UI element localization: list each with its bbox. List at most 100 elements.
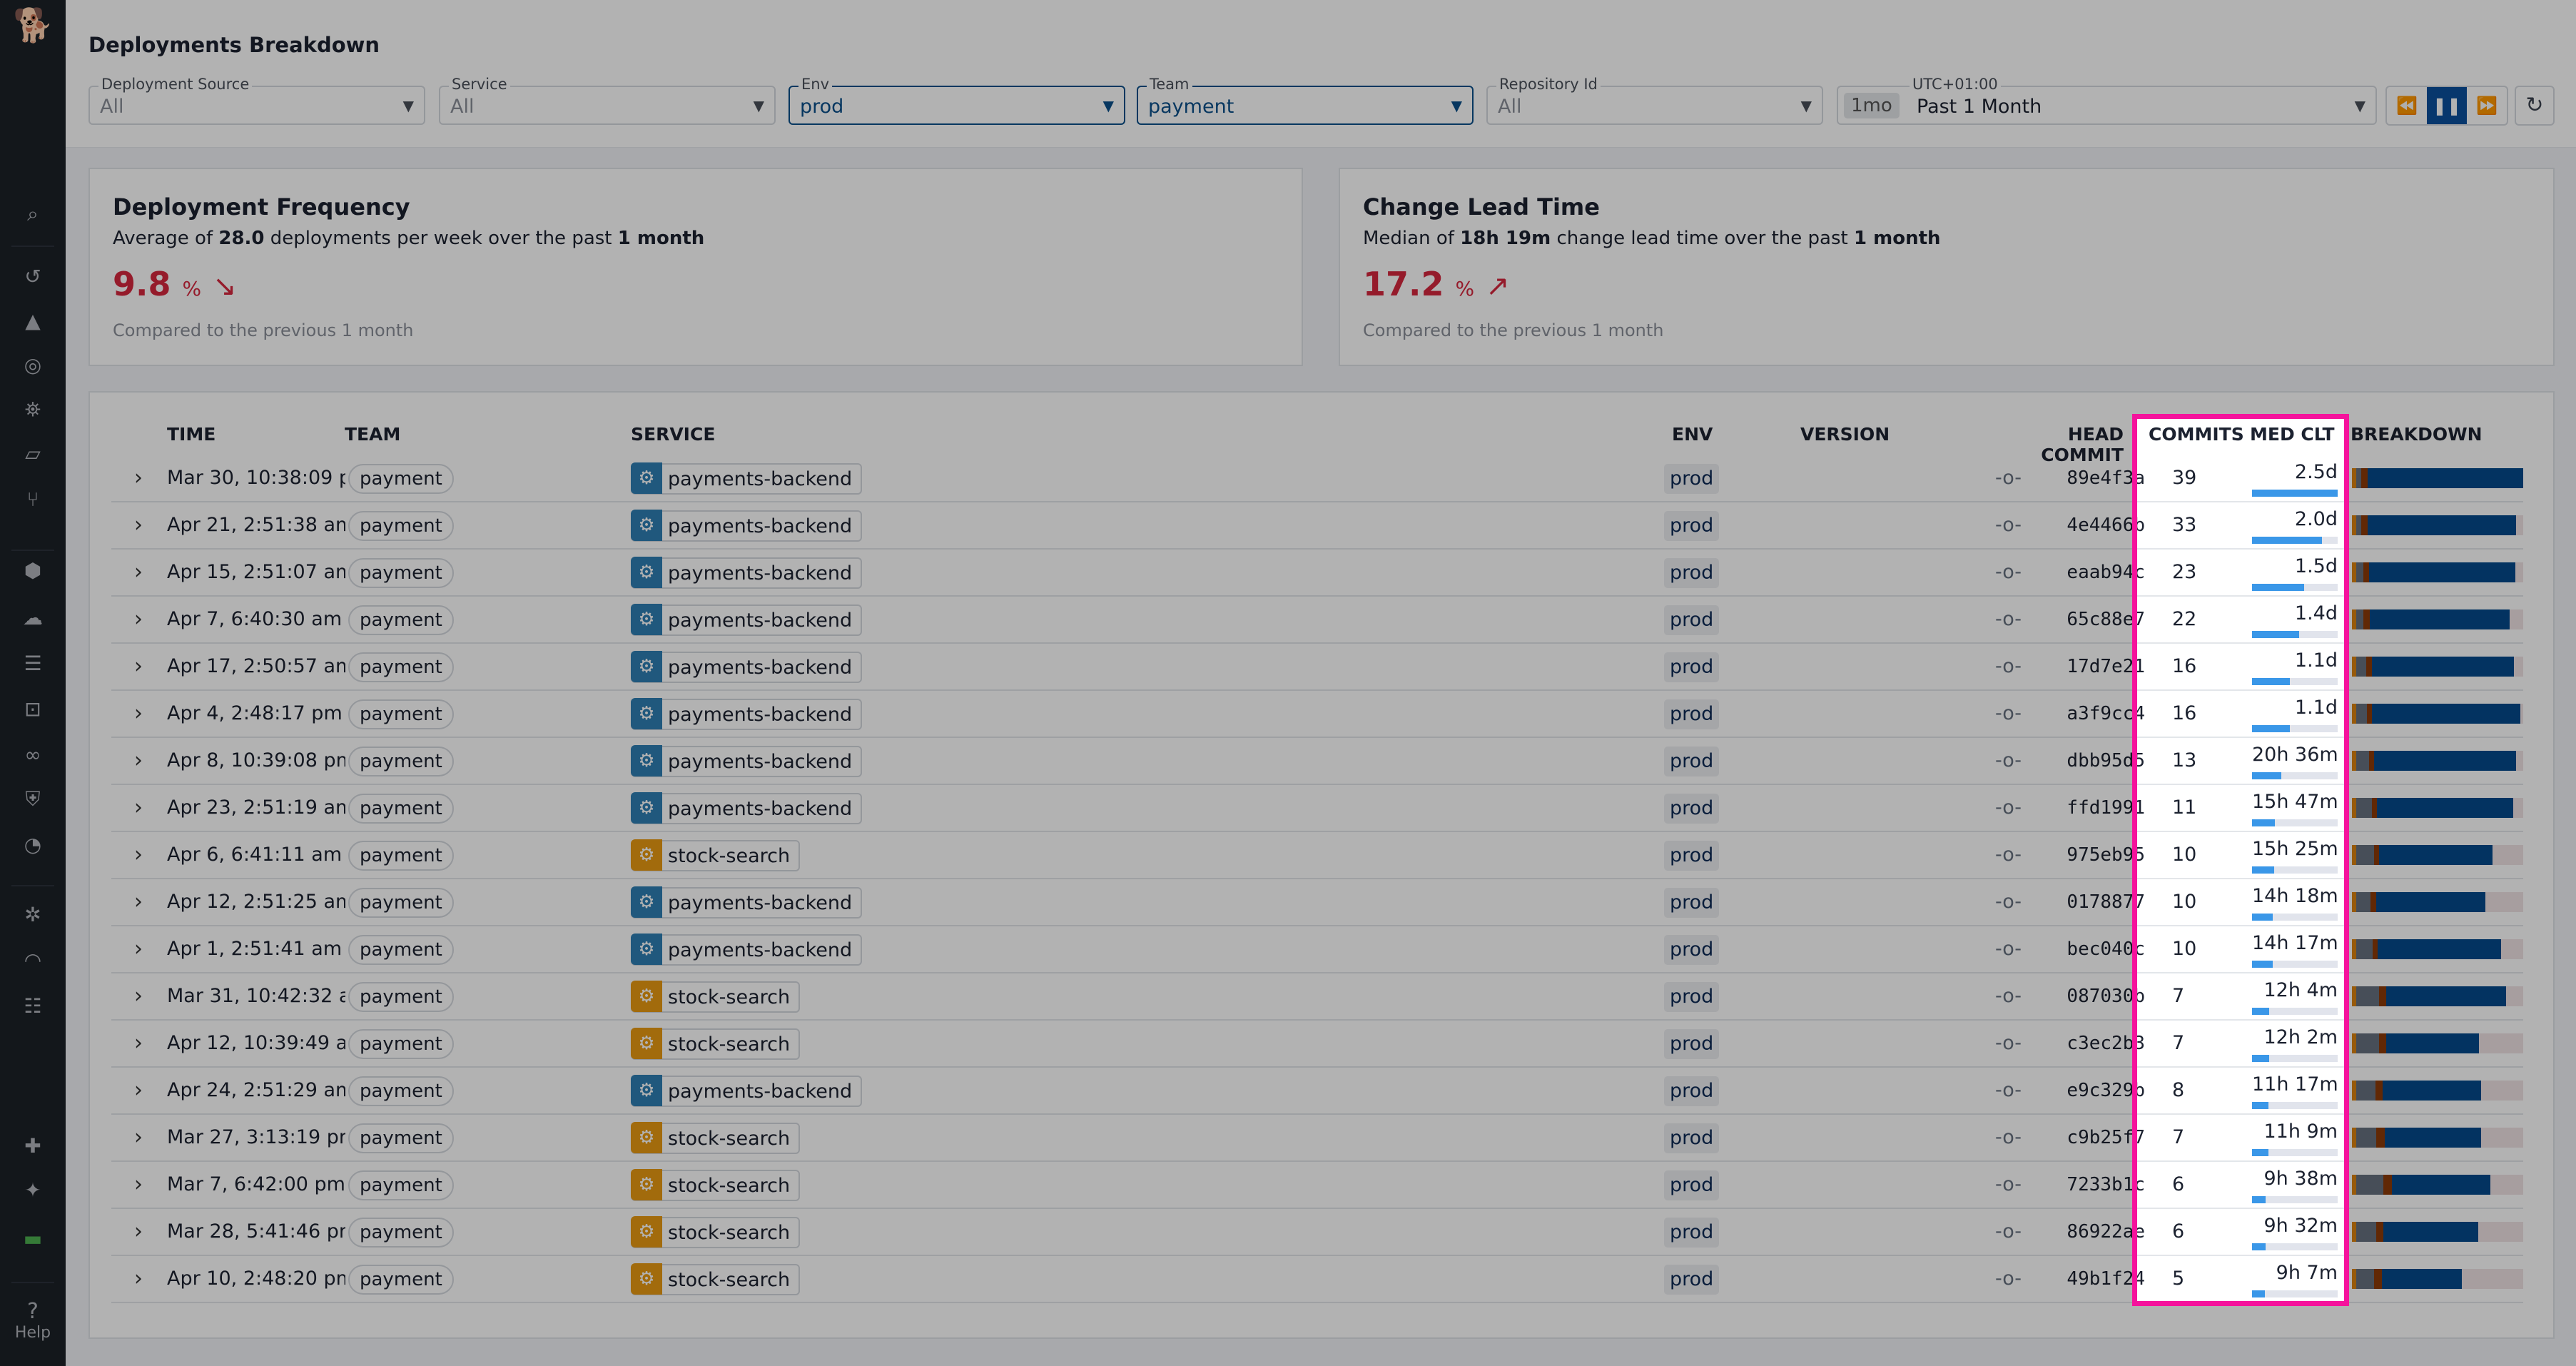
time-range-picker[interactable]: UTC+01:00 1mo Past 1 Month ▼	[1837, 76, 2377, 125]
rum-icon[interactable]: ◔	[24, 833, 42, 856]
service-tag[interactable]: ⚙ payments-backend	[631, 510, 863, 542]
bug-icon[interactable]: ✲	[24, 903, 41, 926]
service-tag[interactable]: ⚙ payments-backend	[631, 651, 863, 683]
expand-row-chevron-icon[interactable]: ›	[134, 1125, 143, 1150]
table-row[interactable]: › Apr 12, 2:51:25 am payment ⚙ payments-b…	[111, 879, 2523, 926]
workflows-icon[interactable]: ⑂	[26, 487, 39, 511]
team-pill[interactable]: payment	[348, 1170, 454, 1200]
pause-icon[interactable]: ❚❚	[2427, 87, 2467, 124]
col-header-breakdown[interactable]: BREAKDOWN	[2351, 424, 2483, 445]
head-commit-link[interactable]: c3ec2b3	[2067, 1033, 2145, 1054]
service-tag[interactable]: ⚙ stock-search	[631, 981, 801, 1013]
table-row[interactable]: › Apr 23, 2:51:19 am payment ⚙ payments-b…	[111, 785, 2523, 832]
head-commit-link[interactable]: 49b1f24	[2067, 1268, 2145, 1290]
head-commit-link[interactable]: 17d7e21	[2067, 656, 2145, 677]
head-commit-link[interactable]: 4e4466b	[2067, 515, 2145, 536]
expand-row-chevron-icon[interactable]: ›	[134, 889, 143, 914]
expand-row-chevron-icon[interactable]: ›	[134, 560, 143, 585]
apm-icon[interactable]: ⊡	[24, 697, 41, 721]
team-pill[interactable]: payment	[348, 1265, 454, 1295]
table-row[interactable]: › Apr 8, 10:39:08 pm payment ⚙ payments-b…	[111, 738, 2523, 785]
table-row[interactable]: › Mar 7, 6:42:00 pm payment ⚙ stock-searc…	[111, 1162, 2523, 1209]
head-commit-link[interactable]: c9b25f7	[2067, 1127, 2145, 1148]
table-row[interactable]: › Apr 10, 2:48:20 pm payment ⚙ stock-sear…	[111, 1256, 2523, 1303]
expand-row-chevron-icon[interactable]: ›	[134, 1219, 143, 1244]
table-row[interactable]: › Mar 28, 5:41:46 pm payment ⚙ stock-sear…	[111, 1209, 2523, 1256]
expand-row-chevron-icon[interactable]: ›	[134, 748, 143, 773]
head-commit-link[interactable]: 087030b	[2067, 986, 2145, 1007]
service-tag[interactable]: ⚙ payments-backend	[631, 792, 863, 824]
team-pill[interactable]: payment	[348, 1076, 454, 1106]
team-pill[interactable]: payment	[348, 605, 454, 635]
expand-row-chevron-icon[interactable]: ›	[134, 1078, 143, 1103]
service-tag[interactable]: ⚙ payments-backend	[631, 698, 863, 730]
col-header-version[interactable]: VERSION	[1800, 424, 1890, 445]
service-tag[interactable]: ⚙ payments-backend	[631, 1075, 863, 1107]
service-tag[interactable]: ⚙ payments-backend	[631, 557, 863, 589]
dashboards-icon[interactable]: ▲	[25, 309, 41, 333]
monitors-icon[interactable]: ◎	[24, 353, 42, 377]
table-row[interactable]: › Apr 17, 2:50:57 am payment ⚙ payments-b…	[111, 644, 2523, 691]
head-commit-link[interactable]: a3f9cc4	[2067, 703, 2145, 724]
team-pill[interactable]: payment	[348, 511, 454, 541]
service-tag[interactable]: ⚙ payments-backend	[631, 604, 863, 636]
col-header-head-commit[interactable]: HEAD COMMIT	[2041, 424, 2124, 465]
filter-team[interactable]: Team payment ▼	[1137, 76, 1474, 125]
table-row[interactable]: › Apr 24, 2:51:29 am payment ⚙ payments-b…	[111, 1068, 2523, 1115]
security-icon[interactable]: ⛨	[25, 787, 41, 811]
col-header-time[interactable]: TIME	[167, 424, 216, 445]
team-pill[interactable]: payment	[348, 982, 454, 1012]
filter-repository-id[interactable]: Repository Id All ▼	[1486, 76, 1823, 125]
team-pill[interactable]: payment	[348, 1218, 454, 1248]
head-commit-link[interactable]: 89e4f3a	[2067, 467, 2145, 489]
service-tag[interactable]: ⚙ stock-search	[631, 1216, 801, 1248]
col-header-team[interactable]: TEAM	[345, 424, 401, 445]
team-pill[interactable]: payment	[348, 464, 454, 494]
head-commit-link[interactable]: dbb95d5	[2067, 750, 2145, 771]
binoculars-icon[interactable]: ⛯	[24, 398, 41, 421]
table-row[interactable]: › Mar 27, 3:13:19 pm payment ⚙ stock-sear…	[111, 1115, 2523, 1162]
refresh-icon[interactable]: ↻	[2515, 86, 2555, 126]
head-commit-link[interactable]: 7233b1c	[2067, 1174, 2145, 1195]
expand-row-chevron-icon[interactable]: ›	[134, 512, 143, 537]
service-tag[interactable]: ⚙ stock-search	[631, 1169, 801, 1201]
col-header-env[interactable]: ENV	[1672, 424, 1713, 445]
performance-icon[interactable]: ◠	[24, 948, 42, 972]
table-row[interactable]: › Apr 1, 2:51:41 am payment ⚙ payments-ba…	[111, 926, 2523, 973]
expand-row-chevron-icon[interactable]: ›	[134, 1172, 143, 1197]
search-icon[interactable]: ⌕	[27, 202, 39, 226]
expand-row-chevron-icon[interactable]: ›	[134, 1266, 143, 1291]
service-tag[interactable]: ⚙ stock-search	[631, 839, 801, 871]
toolbox-icon[interactable]: ▬	[23, 1227, 43, 1250]
expand-row-chevron-icon[interactable]: ›	[134, 701, 143, 726]
expand-row-chevron-icon[interactable]: ›	[134, 983, 143, 1008]
rewind-icon[interactable]: ⏪	[2396, 96, 2418, 116]
expand-row-chevron-icon[interactable]: ›	[134, 1031, 143, 1056]
ci-visibility-icon[interactable]: ☷	[24, 994, 42, 1018]
service-tag[interactable]: ⚙ stock-search	[631, 1028, 801, 1060]
service-tag[interactable]: ⚙ payments-backend	[631, 934, 863, 966]
head-commit-link[interactable]: ffd1991	[2067, 797, 2145, 819]
filter-service[interactable]: Service All ▼	[439, 76, 776, 125]
expand-row-chevron-icon[interactable]: ›	[134, 842, 143, 867]
history-icon[interactable]: ↺	[24, 265, 41, 288]
head-commit-link[interactable]: 975eb95	[2067, 844, 2145, 866]
service-tag[interactable]: ⚙ stock-search	[631, 1122, 801, 1154]
col-header-commits[interactable]: COMMITS	[2149, 424, 2244, 445]
filter-env[interactable]: Env prod ▼	[788, 76, 1125, 125]
team-pill[interactable]: payment	[348, 1123, 454, 1153]
expand-row-chevron-icon[interactable]: ›	[134, 654, 143, 679]
table-row[interactable]: › Mar 31, 10:42:32 am payment ⚙ stock-sea…	[111, 973, 2523, 1021]
team-pill[interactable]: payment	[348, 935, 454, 965]
team-pill[interactable]: payment	[348, 652, 454, 682]
head-commit-link[interactable]: bec040c	[2067, 939, 2145, 960]
fast-forward-icon[interactable]: ⏩	[2476, 96, 2498, 116]
service-tag[interactable]: ⚙ payments-backend	[631, 462, 863, 495]
table-row[interactable]: › Apr 6, 6:41:11 am payment ⚙ stock-searc…	[111, 832, 2523, 879]
logs-icon[interactable]: ☰	[24, 652, 42, 675]
infrastructure-icon[interactable]: ▱	[25, 442, 41, 465]
table-row[interactable]: › Mar 30, 10:38:09 pm payment ⚙ payments-…	[111, 455, 2523, 502]
service-tag[interactable]: ⚙ payments-backend	[631, 745, 863, 777]
head-commit-link[interactable]: 65c88e7	[2067, 609, 2145, 630]
sparkle-icon[interactable]: ✦	[24, 1178, 41, 1202]
